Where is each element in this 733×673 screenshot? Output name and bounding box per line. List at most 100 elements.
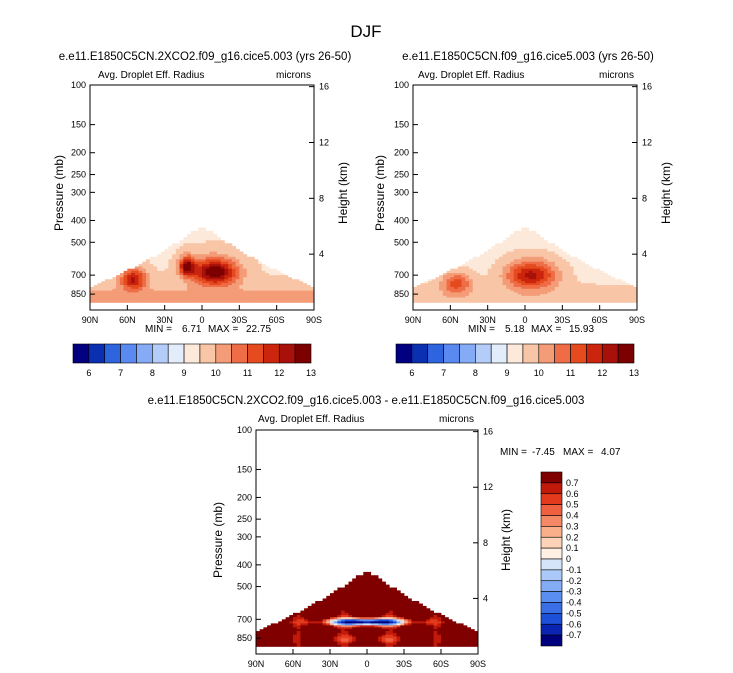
heatmap-cell [213,248,218,252]
heatmap-cell [187,295,192,298]
heatmap-cell [348,643,353,646]
heatmap-cell [341,632,346,636]
heatmap-cell [355,578,360,582]
heatmap-cell [172,251,177,255]
heatmap-cell [487,288,492,291]
heatmap-cell [291,297,296,300]
heatmap-cell [220,285,225,288]
heatmap-cell [267,632,272,636]
heatmap-cell [439,286,444,290]
heatmap-cell [359,639,364,642]
heatmap-cell [235,248,240,252]
heatmap-cell [231,295,236,298]
heatmap-cell [513,270,518,274]
heatmap-cell [573,299,578,302]
heatmap-cell [157,294,162,297]
heatmap-cell [205,299,210,302]
heatmap-cell [278,643,283,646]
heatmap-cell [344,593,349,597]
heatmap-cell [296,636,301,639]
heatmap-cell [138,297,143,300]
heatmap-cell [454,279,459,282]
heatmap-cell [558,300,563,303]
heatmap-cell [381,619,386,622]
heatmap-cell [446,297,451,300]
heatmap-cell [285,623,290,626]
heatmap-cell [502,281,507,284]
heatmap-cell [344,619,349,622]
heatmap-cell [455,623,460,626]
heatmap-cell [426,610,431,614]
heatmap-cell [521,251,526,255]
heatmap-cell [205,240,210,244]
heatmap-cell [228,256,233,260]
heatmap-cell [341,621,346,624]
heatmap-cell [300,636,305,639]
heatmap-cell [472,292,477,295]
heatmap-cell [469,285,474,288]
y-tick-label: 200 [394,148,409,158]
heatmap-cell [259,639,264,642]
heatmap-cell [138,275,143,278]
heatmap-cell [487,248,492,252]
heatmap-cell [448,634,453,637]
heatmap-cell [439,283,444,286]
colorbar-label: 0.6 [566,489,579,499]
heatmap-cell [250,300,255,303]
heatmap-cell [455,643,460,646]
heatmap-cell [116,286,121,290]
heatmap-cell [285,617,290,620]
heatmap-cell [307,608,312,611]
heatmap-cell [333,603,338,607]
heatmap-cell [300,623,305,626]
heatmap-cell [472,297,477,300]
heatmap-cell [532,261,537,265]
heatmap-cell [326,601,331,604]
heatmap-cell [352,587,357,591]
heatmap-cell [296,634,301,637]
heatmap-cell [220,292,225,295]
heatmap-cell [573,273,578,276]
heatmap-cell [629,285,634,288]
heatmap-cell [385,634,390,637]
heatmap-cell [281,639,286,642]
heatmap-cell [209,299,214,302]
heatmap-cell [487,290,492,293]
colorbar-label: 13 [306,368,316,378]
heatmap-cell [293,627,298,630]
heatmap-cell [448,621,453,624]
heatmap-cell [569,294,574,297]
heatmap-cell [300,610,305,614]
heatmap-cell [392,623,397,626]
heatmap-cell [243,261,248,265]
heatmap-cell [330,605,335,609]
heatmap-cell [446,275,451,278]
heatmap-cell [287,297,292,300]
heatmap-cell [543,266,548,270]
heatmap-cell [539,270,545,274]
heatmap-cell [539,266,545,270]
heatmap-cell [355,584,360,588]
heatmap-cell [179,286,184,290]
heatmap-cell [97,297,102,300]
heatmap-cell [213,266,218,270]
heatmap-cell [270,643,275,646]
heatmap-cell [276,281,281,284]
heatmap-cell [498,256,503,260]
heatmap-cell [569,292,574,295]
heatmap-cell [483,297,489,300]
heatmap-cell [603,273,608,276]
heatmap-cell [461,268,466,272]
heatmap-cell [513,243,518,247]
heatmap-cell [396,623,401,626]
heatmap-cell [444,621,449,624]
heatmap-cell [429,610,434,614]
heatmap-cell [422,634,427,637]
heatmap-cell [413,299,418,302]
heatmap-cell [355,639,360,642]
heatmap-cell [183,295,188,298]
heatmap-cell [228,261,233,265]
heatmap-cell [333,641,338,644]
heatmap-cell [284,277,289,280]
heatmap-cell [198,288,203,291]
